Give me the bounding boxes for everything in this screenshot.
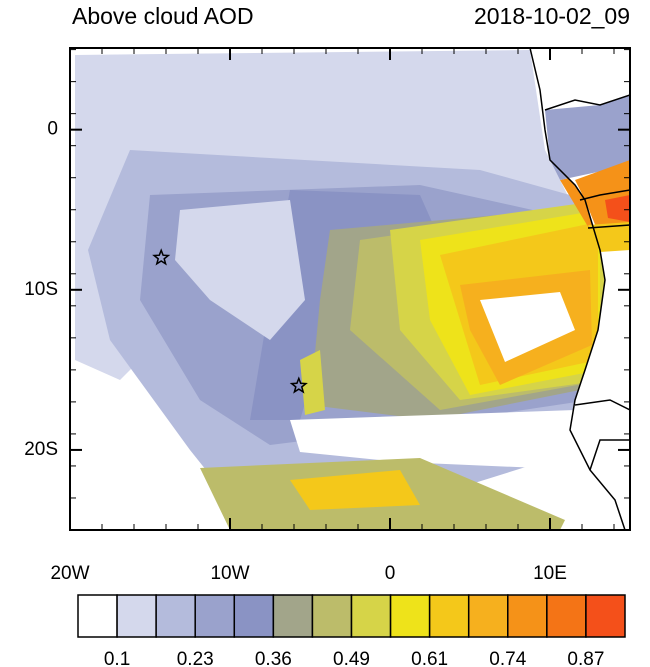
colorbar-label: 0.36: [255, 649, 292, 667]
colorbar-box: [507, 594, 548, 638]
colorbar-box: [546, 594, 587, 638]
coastline: [529, 48, 626, 530]
cloud-gap: [480, 292, 575, 362]
aod-region: [300, 350, 325, 415]
colorbar-label: 0.87: [567, 649, 604, 667]
colorbar-box: [155, 594, 196, 638]
lon-tick-label: 0: [385, 563, 396, 584]
colorbar-box: [389, 594, 431, 638]
colorbar-label: 0.61: [411, 649, 448, 667]
colorbar-box: [467, 594, 509, 638]
timestamp: 2018-10-02_09: [474, 3, 630, 29]
aod-region: [545, 95, 630, 180]
lat-tick-label: 0: [47, 119, 58, 140]
lat-tick-label: 20S: [24, 439, 58, 460]
colorbar-box: [428, 594, 470, 638]
lon-tick-label: 10W: [210, 563, 249, 584]
border: [579, 189, 630, 201]
border: [544, 94, 630, 111]
border: [587, 224, 630, 229]
aod-region: [290, 470, 420, 510]
colorbar-label: 0.74: [489, 649, 526, 667]
colorbar-box: [116, 594, 157, 638]
colorbar-box: [311, 594, 353, 638]
lon-tick-label: 20W: [50, 563, 89, 584]
map-title: Above cloud AOD: [72, 3, 254, 29]
colorbar-box: [77, 594, 118, 638]
colorbar-label: 0.1: [104, 649, 130, 667]
lon-tick-label: 10E: [533, 563, 567, 584]
aod-region: [605, 195, 630, 222]
border: [574, 399, 630, 411]
colorbar-box: [585, 594, 626, 638]
aod-field: [75, 48, 630, 530]
cloud-gap: [290, 410, 585, 470]
lat-tick-label: 10S: [24, 279, 58, 300]
colorbar-box: [233, 594, 275, 638]
colorbar-box: [272, 594, 314, 638]
colorbar-label: 0.23: [177, 649, 214, 667]
colorbar-label: 0.49: [333, 649, 370, 667]
border: [589, 439, 630, 471]
aod-region: [250, 190, 440, 420]
colorbar-box: [194, 594, 236, 638]
site-marker: [289, 376, 308, 394]
aod-region: [175, 200, 305, 340]
colorbar-box: [350, 594, 392, 638]
site-marker: [152, 248, 171, 266]
